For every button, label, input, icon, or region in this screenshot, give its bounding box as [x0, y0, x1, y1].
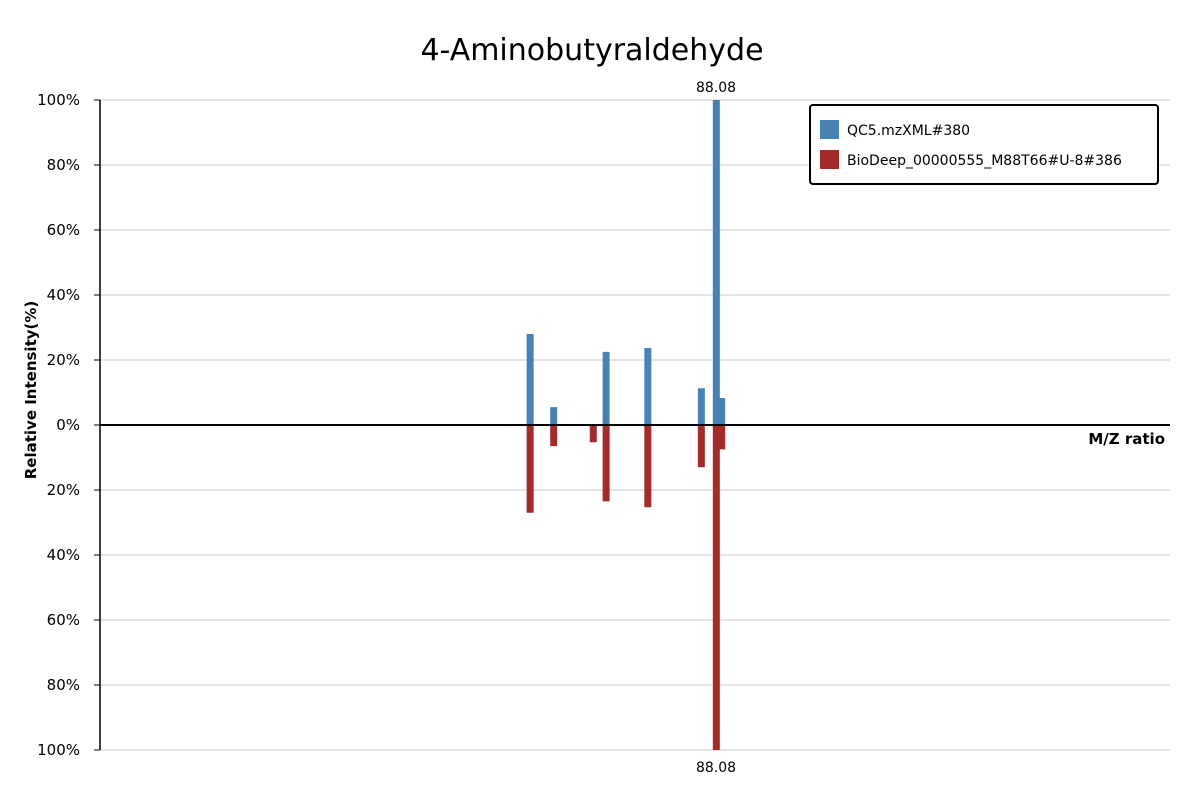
bar-qc5	[644, 347, 652, 425]
x-axis-label: M/Z ratio	[1088, 430, 1165, 448]
legend: QC5.mzXML#380 BioDeep_00000555_M88T66#U-…	[809, 104, 1159, 185]
bar-qc5	[550, 407, 558, 425]
y-tick-label: 100%	[37, 91, 80, 109]
y-tick-label: 100%	[37, 741, 80, 759]
bar-biodeep	[589, 425, 597, 443]
bar-biodeep	[718, 425, 726, 450]
legend-label-qc5: QC5.mzXML#380	[847, 123, 970, 139]
peak-label-top: 88.08	[696, 80, 736, 96]
y-tick-label: 60%	[47, 221, 80, 239]
bar-biodeep	[712, 425, 720, 750]
bar-biodeep	[526, 425, 534, 513]
peak-label-bottom: 88.08	[696, 760, 736, 776]
bar-qc5	[602, 351, 610, 425]
y-tick-label: 80%	[47, 156, 80, 174]
bar-group	[526, 100, 726, 750]
bar-qc5	[712, 100, 720, 425]
legend-label-biodeep: BioDeep_00000555_M88T66#U-8#386	[847, 153, 1122, 169]
chart-title: 4-Aminobutyraldehyde	[420, 33, 763, 68]
legend-box	[809, 104, 1159, 185]
bar-qc5	[526, 334, 534, 425]
y-tick-label: 80%	[47, 676, 80, 694]
y-tick-label: 20%	[47, 481, 80, 499]
y-tick-label: 60%	[47, 611, 80, 629]
bar-qc5	[697, 388, 705, 425]
bar-qc5	[718, 398, 726, 425]
bar-biodeep	[644, 425, 652, 508]
legend-swatch-qc5	[820, 120, 839, 139]
y-axis-label: Relative Intensity(%)	[22, 301, 40, 480]
y-tick-group: 100% 80% 60% 40% 20% 0% 20% 40% 60% 80% 100%	[37, 91, 100, 759]
grid-lines	[100, 99, 1170, 751]
y-tick-label: 40%	[47, 286, 80, 304]
y-tick-label: 40%	[47, 546, 80, 564]
y-tick-label: 20%	[47, 351, 80, 369]
bar-biodeep	[602, 425, 610, 502]
y-tick-label: 0%	[56, 416, 80, 434]
bar-biodeep	[550, 425, 558, 447]
legend-swatch-biodeep	[820, 150, 839, 169]
bar-biodeep	[697, 425, 705, 468]
